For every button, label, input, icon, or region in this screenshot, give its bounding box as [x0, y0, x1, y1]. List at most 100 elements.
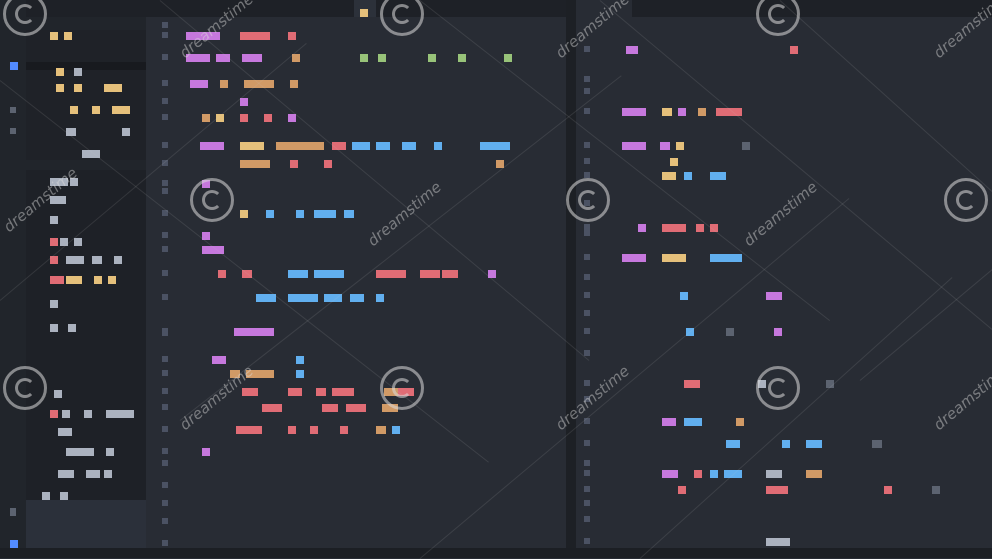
file-tree-item [74, 238, 82, 246]
code-token [504, 54, 512, 62]
line-number [584, 500, 590, 506]
spiral-logo-icon [3, 0, 47, 36]
file-tree-item [84, 410, 92, 418]
editor-group-right[interactable] [576, 0, 992, 558]
sidebar-header [26, 0, 146, 17]
code-token [434, 142, 442, 150]
line-number [584, 460, 590, 466]
file-tree-item [106, 410, 134, 418]
line-number [162, 356, 168, 362]
code-token [376, 142, 390, 150]
code-token [884, 486, 892, 494]
code-token [684, 172, 692, 180]
code-token [244, 80, 274, 88]
code-token [314, 210, 336, 218]
activity-icon[interactable] [10, 128, 16, 134]
file-tree-item [104, 470, 112, 478]
file-tree-item [122, 128, 130, 136]
code-token [378, 54, 386, 62]
line-number [584, 486, 590, 492]
code-token [240, 210, 248, 218]
code-token [622, 142, 646, 150]
code-token [202, 246, 224, 254]
code-token [458, 54, 466, 62]
code-token [662, 254, 686, 262]
file-tree-item [42, 492, 50, 500]
code-token [346, 404, 366, 412]
code-token [724, 470, 742, 478]
line-number [162, 370, 168, 376]
code-token [716, 108, 742, 116]
explorer-open-editors[interactable] [26, 30, 146, 160]
code-token [332, 142, 346, 150]
activity-icon[interactable] [10, 107, 16, 113]
code-token [322, 404, 338, 412]
files-icon[interactable] [10, 62, 18, 70]
code-token [382, 404, 398, 412]
code-token [698, 108, 706, 116]
line-number [162, 114, 168, 120]
code-token [710, 224, 718, 232]
code-token [332, 388, 354, 396]
active-indicator-icon[interactable] [10, 540, 18, 548]
code-token [240, 114, 248, 122]
line-number [162, 460, 168, 466]
code-token [694, 470, 702, 478]
code-token [240, 32, 270, 40]
file-tree-item [104, 84, 122, 92]
code-token [242, 54, 262, 62]
code-token [264, 114, 272, 122]
code-token [678, 486, 686, 494]
code-token [350, 294, 364, 302]
line-number [584, 46, 590, 52]
code-token [932, 486, 940, 494]
file-tree-item [82, 150, 100, 158]
code-token [190, 80, 208, 88]
spiral-logo-icon [3, 366, 47, 410]
active-indicator-icon[interactable] [10, 508, 16, 516]
file-tree-item [66, 128, 76, 136]
code-token [684, 418, 702, 426]
code-token [686, 328, 694, 336]
file-tree-item [58, 470, 74, 478]
code-token [726, 440, 740, 448]
line-number [162, 540, 168, 546]
code-token [240, 160, 270, 168]
code-token [202, 448, 210, 456]
code-token [790, 46, 798, 54]
code-token [240, 142, 264, 150]
explorer-file-tree[interactable] [26, 170, 146, 500]
code-token [710, 470, 718, 478]
status-bar [0, 548, 992, 558]
line-number [584, 230, 590, 236]
file-tree-item [66, 276, 82, 284]
line-number [584, 224, 590, 230]
line-number [584, 108, 590, 114]
code-token [662, 224, 686, 232]
line-number [162, 32, 168, 38]
code-token [622, 254, 646, 262]
code-token [288, 114, 296, 122]
code-token [782, 440, 790, 448]
line-number [162, 518, 168, 524]
line-number [162, 388, 168, 394]
line-number [584, 274, 590, 280]
spiral-logo-icon [380, 0, 424, 36]
line-number [584, 516, 590, 522]
code-token [202, 232, 210, 240]
editor-group-left[interactable] [146, 0, 570, 558]
file-tree-item [106, 448, 114, 456]
line-number [162, 330, 168, 336]
code-token [766, 470, 782, 478]
file-tree-item [50, 178, 68, 186]
code-token [402, 142, 416, 150]
code-token [662, 108, 672, 116]
file-tree-item [56, 68, 64, 76]
file-tree-item [50, 196, 66, 204]
code-token [324, 294, 342, 302]
line-number [584, 350, 590, 356]
file-tree-item [70, 178, 78, 186]
editor-splitter[interactable] [566, 0, 576, 558]
editor-tab-active[interactable] [354, 0, 376, 17]
file-tree-item [50, 238, 58, 246]
